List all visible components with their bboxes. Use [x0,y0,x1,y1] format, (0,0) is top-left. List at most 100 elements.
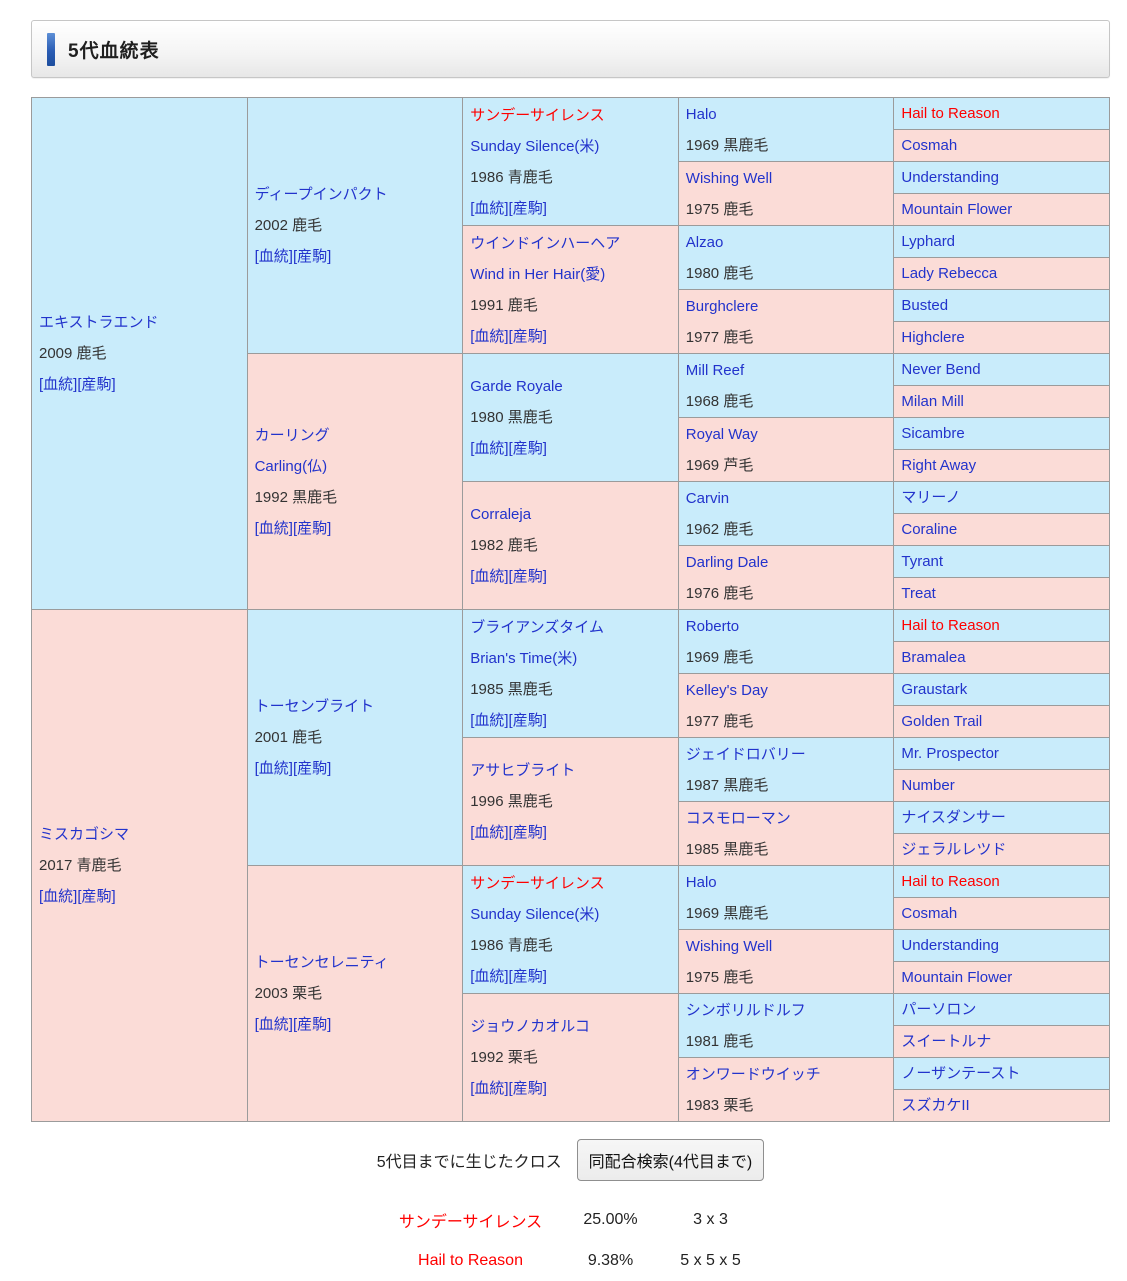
horse-name-link[interactable]: Hail to Reason [901,617,1000,634]
horse-name-link[interactable]: スズカケII [901,1097,970,1114]
pedigree-cell-g5-18: Bramalea [893,641,1110,674]
horse-name-link[interactable]: Mr. Prospector [901,745,999,762]
horse-name-link[interactable]: Cosmah [901,137,958,154]
offspring-link[interactable]: [産駒] [77,888,116,905]
horse-name-link[interactable]: スイートルナ [901,1033,992,1050]
horse-name-link[interactable]: Never Bend [901,361,981,378]
offspring-link[interactable]: [産駒] [508,568,547,585]
horse-name-link[interactable]: Wishing Well [685,937,773,955]
blood-link[interactable]: [血統] [470,199,509,217]
blood-link[interactable]: [血統] [470,568,509,585]
horse-name-link[interactable]: Understanding [901,169,999,186]
blood-link[interactable]: [血統] [470,327,509,345]
pedigree-cell-g5-4: Mountain Flower [893,193,1110,226]
horse-name-link[interactable]: サンデーサイレンス [470,874,605,892]
horse-name-link[interactable]: Treat [901,585,936,602]
horse-subname-link[interactable]: Carling(仏) [254,457,328,475]
horse-name-link[interactable]: Lady Rebecca [901,265,998,282]
horse-subname-link[interactable]: Sunday Silence(米) [470,905,600,923]
horse-name-link[interactable]: ブライアンズタイム [470,618,604,636]
horse-name-link[interactable]: Hail to Reason [901,105,1000,122]
offspring-link[interactable]: [産駒] [77,376,116,393]
horse-name-link[interactable]: ジョウノカオルコ [470,1018,590,1035]
blood-link[interactable]: [血統] [254,248,293,265]
horse-name-link[interactable]: Corraleja [470,506,532,523]
horse-name-link[interactable]: Cosmah [901,905,958,922]
horse-name-link[interactable]: ジェラルレツド [901,841,1007,858]
horse-name-link[interactable]: Burghclere [685,297,759,315]
horse-name-link[interactable]: Halo [685,873,717,891]
horse-name-link[interactable]: シンボリルドルフ [685,1001,806,1019]
horse-name-link[interactable]: ジェイドロバリー [685,745,806,763]
horse-name-link[interactable]: Darling Dale [685,553,769,571]
horse-name-link[interactable]: マリーノ [901,489,961,506]
horse-name-link[interactable]: コスモローマン [685,809,791,827]
horse-name-link[interactable]: ナイスダンサー [901,809,1006,826]
blood-link[interactable]: [血統] [254,1016,293,1033]
offspring-link[interactable]: [産駒] [508,711,547,729]
horse-name-link[interactable]: Tyrant [901,553,944,570]
horse-name-link[interactable]: Right Away [901,457,977,474]
horse-name-link[interactable]: Royal Way [685,425,758,443]
horse-name-link[interactable]: ディープインパクト [254,186,388,203]
same-mating-search-button[interactable]: 同配合検索(4代目まで) [576,1139,765,1181]
horse-name-link[interactable]: Milan Mill [901,393,964,410]
blood-link[interactable]: [血統] [254,519,293,537]
horse-name-link[interactable]: トーセンブライト [254,698,375,715]
blood-link[interactable]: [血統] [470,440,509,457]
horse-name-link[interactable]: Coraline [901,521,958,538]
blood-link[interactable]: [血統] [254,760,293,777]
horse-name-link[interactable]: Roberto [685,617,740,635]
blood-link[interactable]: [血統] [39,376,78,393]
horse-name-link[interactable]: パーソロン [901,1001,977,1018]
horse-name-link[interactable]: ウインドインハーヘア [470,234,621,252]
horse-name-link[interactable]: エキストラエンド [39,314,159,331]
horse-name-link[interactable]: Busted [901,297,949,314]
horse-name-link[interactable]: オンワードウイッチ [685,1065,821,1083]
blood-link[interactable]: [血統] [470,967,509,985]
offspring-link[interactable]: [産駒] [292,519,332,537]
horse-name-link[interactable]: Halo [685,105,717,123]
horse-name-link[interactable]: Wishing Well [685,169,773,187]
pedigree-cell-g5-26: Cosmah [893,897,1110,930]
offspring-link[interactable]: [産駒] [508,440,547,457]
blood-link[interactable]: [血統] [470,711,509,729]
horse-name-link[interactable]: Highclere [901,329,965,346]
horse-name-link[interactable]: Mountain Flower [901,969,1013,986]
blood-link[interactable]: [血統] [470,1080,509,1097]
horse-name-link[interactable]: トーセンセレニティ [254,954,389,971]
horse-name-link[interactable]: Lyphard [901,233,956,250]
offspring-link[interactable]: [産駒] [508,1080,547,1097]
offspring-link[interactable]: [産駒] [292,1016,332,1033]
pedigree-grid-row: Treat [32,577,1110,610]
blood-link[interactable]: [血統] [39,888,78,905]
offspring-link[interactable]: [産駒] [508,327,547,345]
horse-name-link[interactable]: Understanding [901,937,999,954]
offspring-link[interactable]: [産駒] [508,824,547,841]
offspring-link[interactable]: [産駒] [292,760,332,777]
horse-name-link[interactable]: Hail to Reason [901,873,1000,890]
horse-name-link[interactable]: Number [901,777,955,794]
horse-subname-link[interactable]: Wind in Her Hair(愛) [470,265,606,283]
horse-name-link[interactable]: Graustark [901,681,968,698]
horse-name-link[interactable]: Carvin [685,489,730,507]
horse-name-link[interactable]: Mill Reef [685,361,745,379]
horse-name-link[interactable]: Kelley's Day [685,681,768,699]
horse-name-link[interactable]: Golden Trail [901,713,983,730]
horse-name-link[interactable]: サンデーサイレンス [470,106,605,124]
offspring-link[interactable]: [産駒] [292,248,332,265]
horse-subname-link[interactable]: Brian's Time(米) [470,649,578,667]
horse-name-link[interactable]: Alzao [685,233,724,251]
horse-name-link[interactable]: ノーザンテースト [901,1065,1021,1082]
horse-name-link[interactable]: ミスカゴシマ [39,826,130,843]
horse-name-link[interactable]: アサヒブライト [470,762,576,779]
offspring-link[interactable]: [産駒] [508,967,547,985]
horse-name-link[interactable]: Mountain Flower [901,201,1013,218]
horse-subname-link[interactable]: Sunday Silence(米) [470,137,600,155]
blood-link[interactable]: [血統] [470,824,509,841]
offspring-link[interactable]: [産駒] [508,199,547,217]
horse-name-link[interactable]: Garde Royale [470,378,563,395]
horse-name-link[interactable]: Sicambre [901,425,965,442]
horse-name-link[interactable]: カーリング [254,426,330,444]
horse-name-link[interactable]: Bramalea [901,649,966,666]
